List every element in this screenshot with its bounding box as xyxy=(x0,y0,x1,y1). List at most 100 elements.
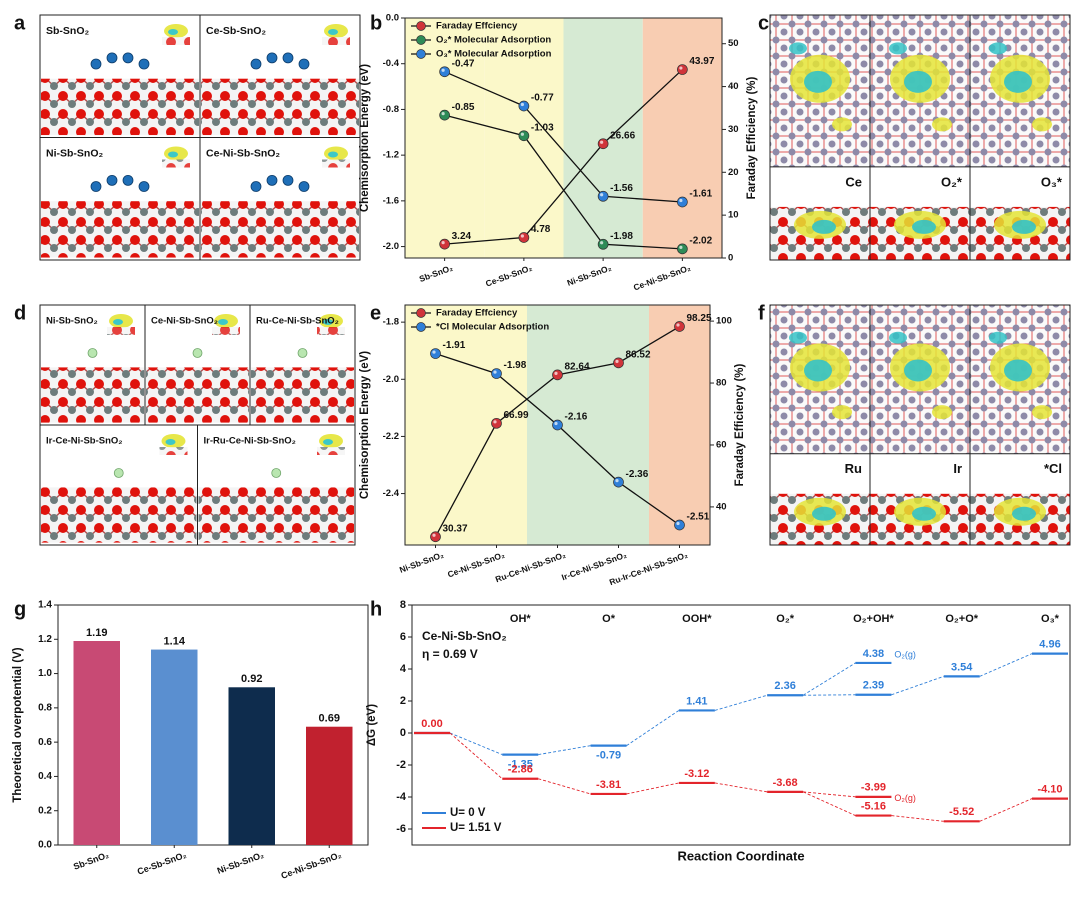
inset-slab xyxy=(322,160,350,168)
charge-blob xyxy=(989,332,1007,344)
y2-tick-label: 20 xyxy=(728,167,739,178)
data-label: -0.47 xyxy=(452,58,475,69)
y-tick-label: -0.8 xyxy=(383,104,399,115)
connector xyxy=(803,792,855,816)
charge-blob xyxy=(832,117,852,131)
adsorbate-atom xyxy=(267,53,277,63)
panel-letter: a xyxy=(14,12,26,34)
charge-blob xyxy=(1004,359,1032,381)
adsorbate-atom xyxy=(107,53,117,63)
y-tick-label: 0.0 xyxy=(38,840,52,851)
connector xyxy=(891,816,943,822)
y-axis-label: Chemisorption Energy (eV) xyxy=(359,351,371,499)
category-label: O₂* xyxy=(776,613,794,625)
y-tick-label: 4 xyxy=(400,663,407,675)
y-tick-label: -4 xyxy=(396,791,407,803)
connector xyxy=(627,710,679,745)
data-label: -1.91 xyxy=(443,340,466,351)
data-point xyxy=(519,233,529,243)
inset-blob xyxy=(328,29,338,35)
data-label: -5.16 xyxy=(861,800,886,812)
y-tick-label: 0.2 xyxy=(38,805,52,816)
bar xyxy=(229,687,276,845)
connector xyxy=(715,695,767,710)
inset-slab xyxy=(317,447,345,455)
data-label: 2.36 xyxy=(774,680,795,692)
data-label: -3.81 xyxy=(596,779,621,791)
x-tick-label: Ce-Sb-SnO₂ xyxy=(136,850,188,877)
charge-blob xyxy=(1012,220,1036,234)
y-tick-label: -1.6 xyxy=(383,195,399,206)
connector xyxy=(715,783,767,792)
y2-tick-label: 40 xyxy=(728,81,739,92)
inset-slab xyxy=(212,327,240,335)
data-point xyxy=(614,477,624,487)
charge-blob xyxy=(804,359,832,381)
y-axis-label: ΔG (eV) xyxy=(366,704,378,746)
y2-tick-label: 50 xyxy=(728,38,739,49)
point-shine xyxy=(442,69,445,72)
y-tick-label: -2.4 xyxy=(383,488,400,499)
charge-blob xyxy=(889,42,907,54)
data-label: 0.69 xyxy=(319,713,340,725)
y-tick-label: -0.4 xyxy=(383,58,400,69)
inset-blob xyxy=(328,152,338,158)
panel-letter: b xyxy=(370,12,382,34)
y-tick-label: -2.0 xyxy=(383,241,399,252)
data-point xyxy=(440,110,450,120)
inset-blob xyxy=(166,439,176,445)
y2-tick-label: 10 xyxy=(728,210,739,221)
connector xyxy=(980,654,1032,677)
data-point xyxy=(492,418,502,428)
connector xyxy=(538,779,590,794)
inset-blob xyxy=(218,319,228,325)
adsorbate-atom xyxy=(107,175,117,185)
structure-label: Ir-Ce-Ni-Sb-SnO₂ xyxy=(46,436,123,447)
adsorbate-atom xyxy=(299,59,309,69)
data-label: 2.39 xyxy=(863,680,884,692)
point-shine xyxy=(615,360,618,363)
structure-label: Ce-Sb-SnO₂ xyxy=(206,25,266,37)
adsorbate-atom xyxy=(91,59,101,69)
data-label: -1.98 xyxy=(504,360,527,371)
structure-label: Ni-Sb-SnO₂ xyxy=(46,147,103,159)
data-point xyxy=(431,532,441,542)
charge-blob xyxy=(1004,71,1032,93)
legend-label: *Cl Molecular Adsorption xyxy=(436,322,549,333)
data-label: -3.12 xyxy=(684,768,709,780)
data-point xyxy=(598,191,608,201)
adsorbate-atom xyxy=(283,175,293,185)
y2-axis-label: Faraday Efficiency (%) xyxy=(746,76,758,199)
legend-label: O₃* Molecular Adsorption xyxy=(436,49,552,60)
charge-blob xyxy=(1032,117,1052,131)
point-shine xyxy=(442,241,445,244)
point-shine xyxy=(676,522,679,525)
y-tick-label: 6 xyxy=(400,631,406,643)
charge-blob xyxy=(912,220,936,234)
y-tick-label: 1.2 xyxy=(38,634,52,645)
inset-slab xyxy=(317,327,345,335)
structure-label: Ru xyxy=(845,461,862,476)
data-point xyxy=(677,244,687,254)
charge-blob xyxy=(812,507,836,521)
annotation: Ce-Ni-Sb-SnO₂ xyxy=(422,629,507,643)
inset-slab xyxy=(162,160,190,168)
structure-label: O₂* xyxy=(941,174,963,189)
y-tick-label: -2 xyxy=(396,759,406,771)
connector xyxy=(980,799,1032,822)
structure-label: Ce-Ni-Sb-SnO₂ xyxy=(206,147,280,159)
y2-tick-label: 100 xyxy=(716,316,732,327)
point-shine xyxy=(432,534,435,537)
x-tick-label: Ni-Sb-SnO₂ xyxy=(216,850,265,876)
x-axis-label: Reaction Coordinate xyxy=(677,848,804,863)
data-label: 3.24 xyxy=(452,231,472,242)
data-point xyxy=(519,101,529,111)
data-label: 66.99 xyxy=(504,410,529,421)
adsorbate-atom xyxy=(193,349,202,358)
inset-blob xyxy=(113,319,123,325)
data-label: -0.79 xyxy=(596,750,621,762)
annotation: η = 0.69 V xyxy=(422,647,478,661)
data-label: -4.10 xyxy=(1037,784,1062,796)
y-tick-label: 8 xyxy=(400,599,406,611)
y-tick-label: 0.0 xyxy=(386,13,399,24)
